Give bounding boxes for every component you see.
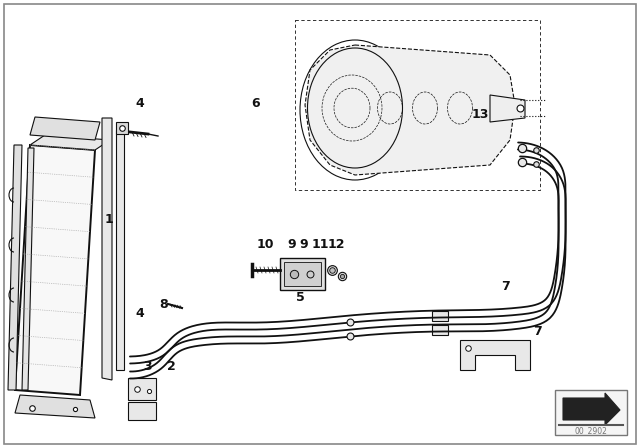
Polygon shape <box>8 145 22 390</box>
Text: 13: 13 <box>471 108 489 121</box>
Polygon shape <box>460 340 530 370</box>
Text: 4: 4 <box>135 307 144 320</box>
Polygon shape <box>102 118 112 380</box>
Polygon shape <box>305 45 515 175</box>
Text: 3: 3 <box>143 360 152 373</box>
Polygon shape <box>30 135 110 150</box>
Text: 6: 6 <box>252 96 260 110</box>
Text: 5: 5 <box>296 291 305 305</box>
Bar <box>555 390 627 435</box>
Text: 9: 9 <box>300 237 308 251</box>
Text: 11: 11 <box>311 237 329 251</box>
Bar <box>128 402 156 420</box>
Polygon shape <box>490 95 525 122</box>
Text: 9: 9 <box>287 237 296 251</box>
Polygon shape <box>15 395 95 418</box>
Text: 8: 8 <box>159 298 168 311</box>
Bar <box>128 378 156 400</box>
Text: 00_2902: 00_2902 <box>575 426 607 435</box>
Bar <box>284 262 321 286</box>
Bar <box>432 325 448 335</box>
Text: 1: 1 <box>104 213 113 226</box>
Bar <box>116 122 128 134</box>
Text: 7: 7 <box>533 325 542 338</box>
Text: 12: 12 <box>327 237 345 251</box>
Polygon shape <box>22 148 34 390</box>
Polygon shape <box>30 117 100 140</box>
Text: 4: 4 <box>135 96 144 110</box>
Polygon shape <box>15 145 95 395</box>
Bar <box>432 311 448 321</box>
Bar <box>280 258 325 290</box>
Text: 10: 10 <box>257 237 275 251</box>
Polygon shape <box>563 393 620 425</box>
Text: 7: 7 <box>501 280 510 293</box>
Polygon shape <box>116 130 124 370</box>
Text: 2: 2 <box>167 360 176 373</box>
